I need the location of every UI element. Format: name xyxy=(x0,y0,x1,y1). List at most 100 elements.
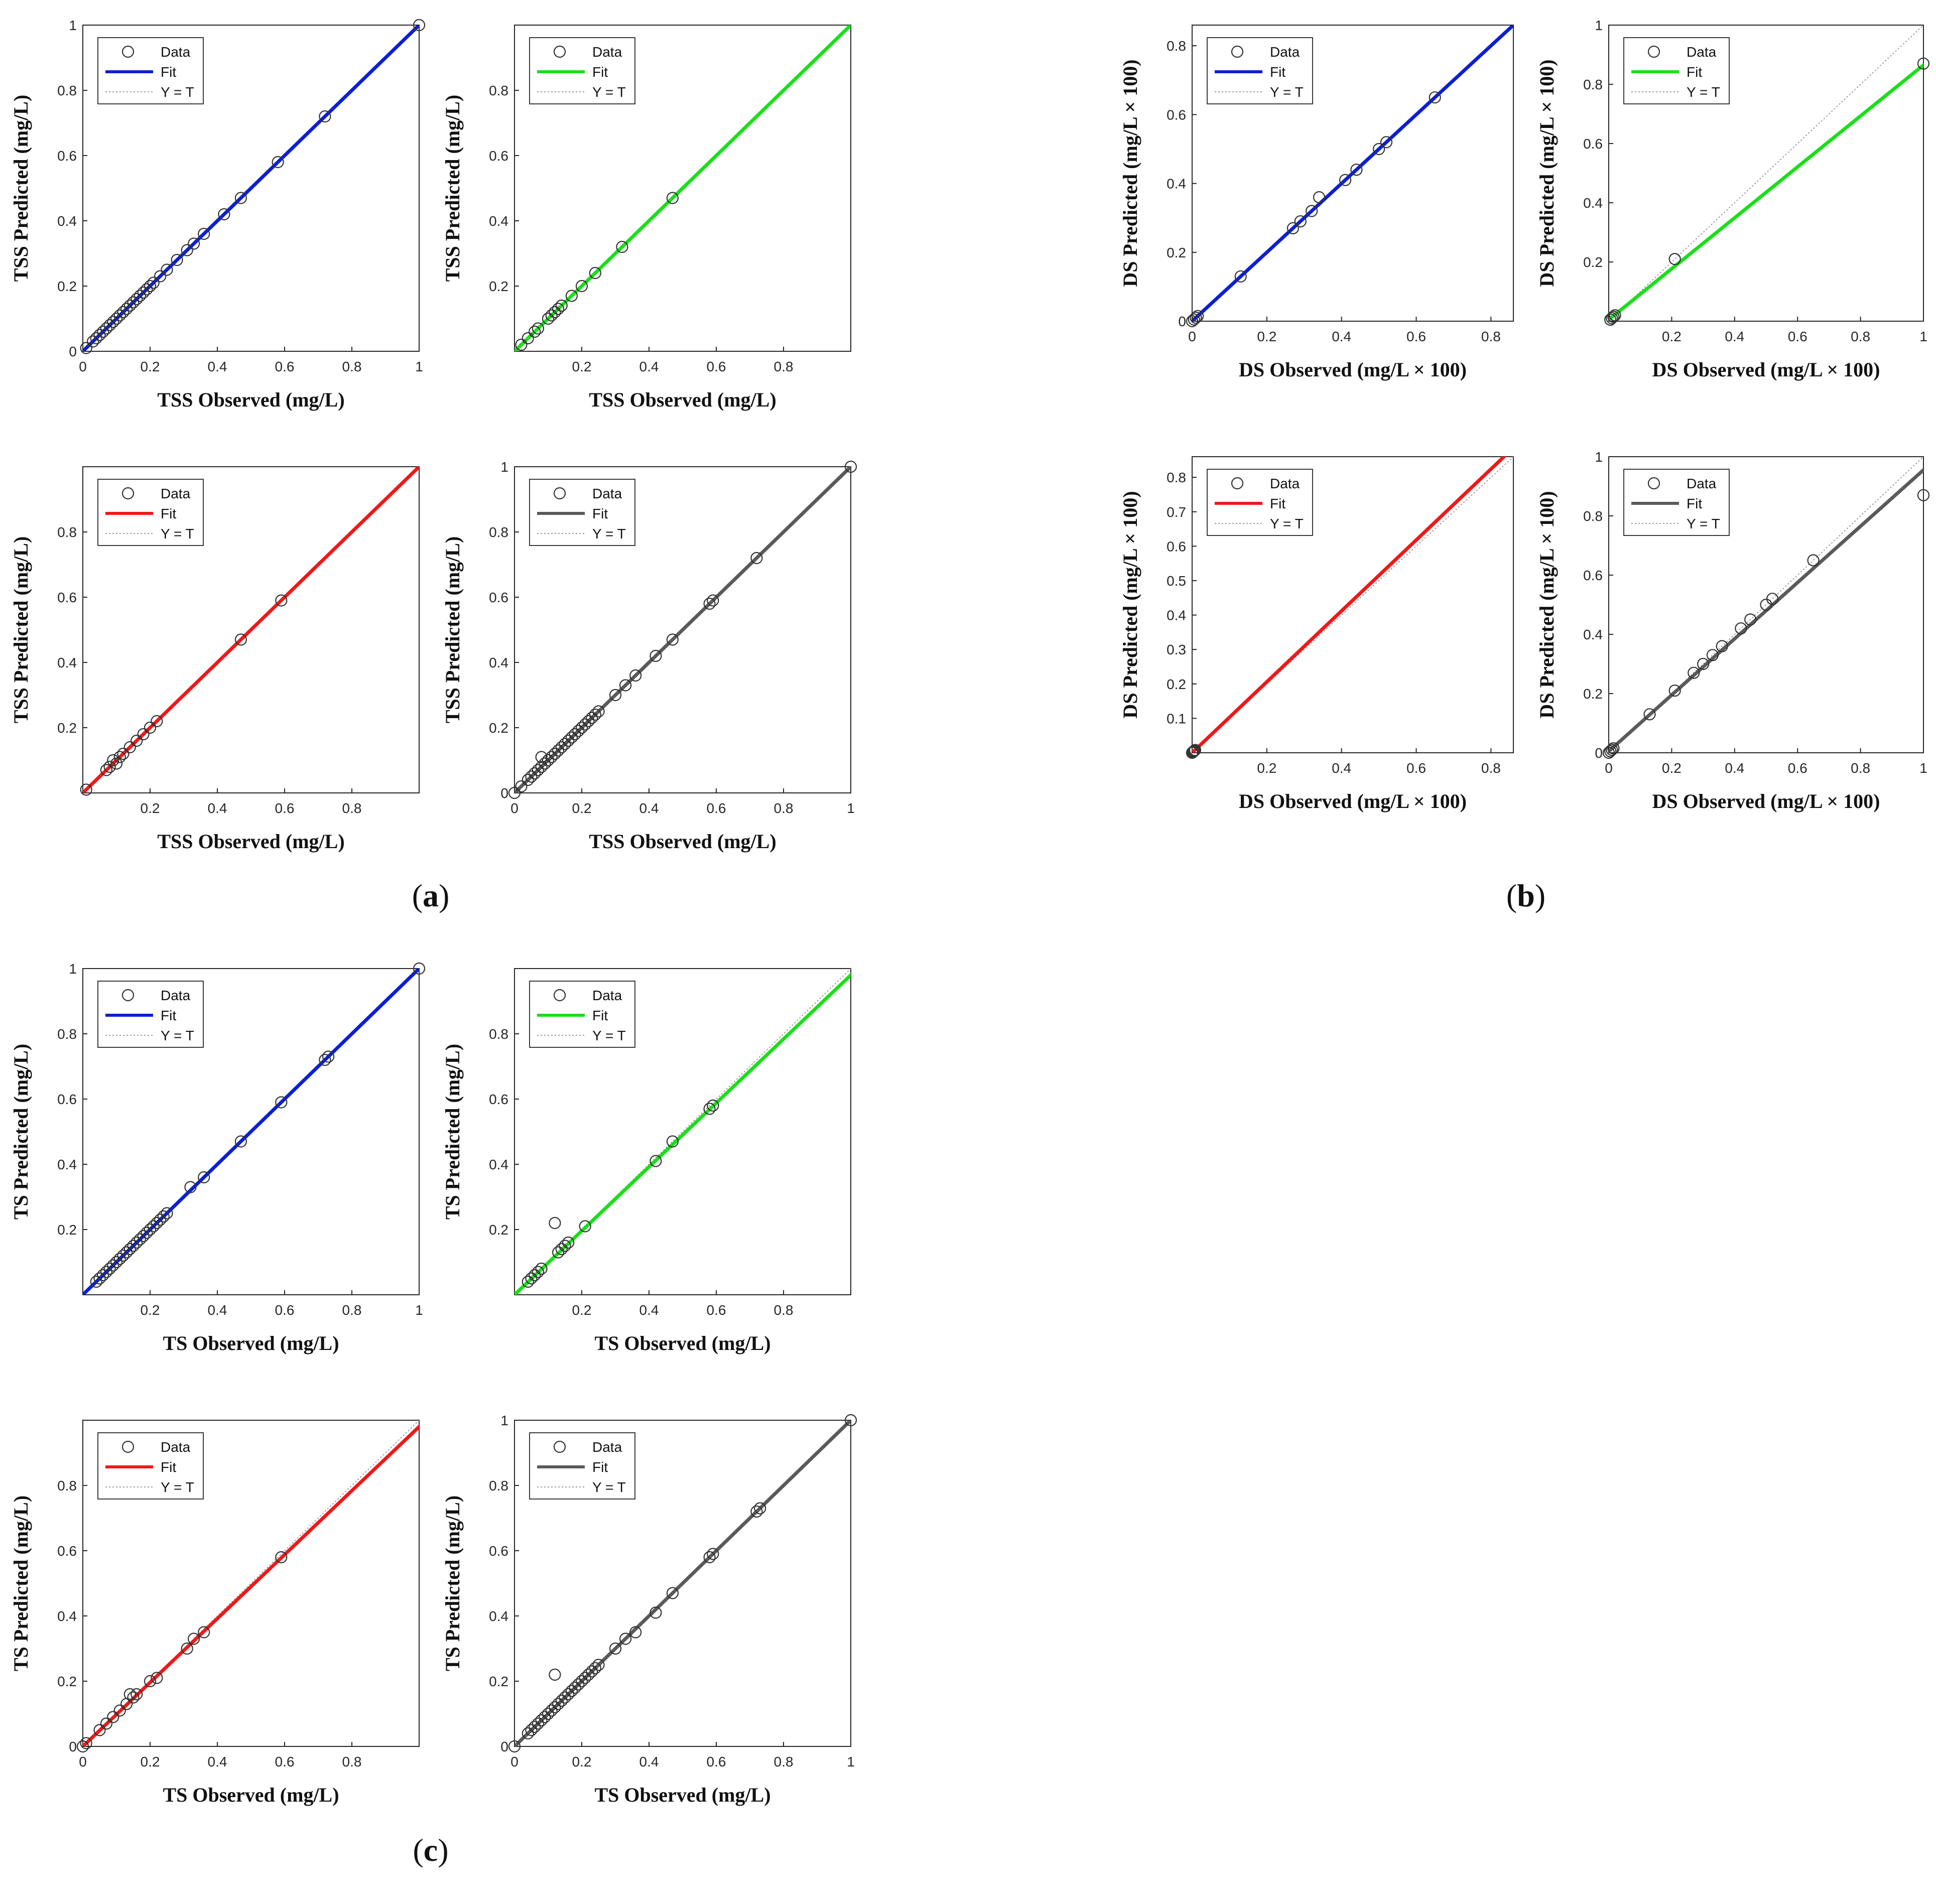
data-point xyxy=(188,237,200,250)
data-point xyxy=(629,669,642,682)
data-point xyxy=(80,342,92,354)
x-tick-label: 0.8 xyxy=(342,1302,362,1318)
legend-yt-label: Y = T xyxy=(592,1028,626,1043)
data-point xyxy=(1286,222,1300,234)
data-point xyxy=(589,1662,601,1675)
data-point xyxy=(218,208,230,221)
x-axis-label: TS Observed (mg/L) xyxy=(594,1784,770,1806)
data-point xyxy=(80,1737,92,1749)
x-tick-label: 0.4 xyxy=(1332,329,1351,344)
data-point xyxy=(666,192,679,204)
x-tick-label: 0.8 xyxy=(774,800,794,816)
data-point xyxy=(1606,743,1618,756)
x-tick-label: 0.4 xyxy=(208,1302,227,1318)
data-point xyxy=(319,110,331,123)
data-point xyxy=(117,1249,130,1262)
data-point xyxy=(549,747,561,760)
y-tick-label: 0.8 xyxy=(489,1478,508,1493)
data-point xyxy=(559,738,571,750)
y-axis-label: TSS Predicted (mg/L) xyxy=(441,536,464,724)
x-tick-label: 0.2 xyxy=(141,1754,160,1770)
x-tick-label: 0.6 xyxy=(707,800,726,816)
chart-c-blue: 0.2 0.4 0.6 0.8 1 0.2 0.4 0.6 0.8 1 Data Fit Y = T TS… xyxy=(10,961,426,1354)
y-axis-label: TS Predicted (mg/L) xyxy=(441,1495,464,1671)
x-tick-label: 0.2 xyxy=(1662,760,1682,776)
data-point xyxy=(575,1675,588,1688)
data-point xyxy=(592,705,605,718)
data-point xyxy=(703,1551,716,1564)
data-point xyxy=(575,721,588,734)
chart-a-red: 0.2 0.4 0.6 0.8 0.2 0.4 0.6 0.8 Data Fit Y = T TSS … xyxy=(10,466,420,853)
data-point xyxy=(575,280,588,293)
data-point xyxy=(1697,657,1710,670)
x-tick-label: 0 xyxy=(79,1754,87,1770)
x-tick-label: 0.6 xyxy=(1406,329,1426,344)
data-point xyxy=(1917,489,1930,501)
y-tick-label: 0 xyxy=(69,344,77,359)
data-point xyxy=(522,332,534,345)
data-point xyxy=(1807,554,1820,567)
data-point xyxy=(565,1685,578,1697)
data-point xyxy=(90,1275,102,1288)
y-tick-label: 0.8 xyxy=(1167,470,1186,485)
data-point xyxy=(592,1659,605,1671)
x-axis-label: DS Observed (mg/L × 100) xyxy=(1239,790,1467,812)
x-tick-label: 0.2 xyxy=(572,359,592,374)
y-tick-label: 0.6 xyxy=(489,1543,508,1559)
x-tick-label: 0.4 xyxy=(208,1754,227,1770)
data-point xyxy=(753,1502,766,1515)
legend-yt-label: Y = T xyxy=(592,1479,626,1495)
data-point xyxy=(198,1626,210,1639)
data-point xyxy=(559,1240,571,1252)
chart-a-blue: 0 0.2 0.4 0.6 0.8 1 0 0.2 0.4 0.6 0.8 1 Data Fit Y = T… xyxy=(10,18,426,411)
data-point xyxy=(552,303,565,315)
data-point xyxy=(569,1681,581,1694)
x-tick-label: 0.6 xyxy=(275,359,295,374)
data-point xyxy=(539,1711,551,1723)
data-point xyxy=(549,1216,561,1230)
data-point xyxy=(117,747,130,760)
data-point xyxy=(1192,310,1204,322)
data-point xyxy=(1429,91,1441,104)
data-point xyxy=(555,299,568,312)
data-point xyxy=(117,306,130,319)
y-tick-label: 0.8 xyxy=(57,524,77,540)
data-point xyxy=(161,1207,173,1219)
x-tick-label: 0.8 xyxy=(342,1754,362,1770)
data-point xyxy=(559,1691,571,1704)
data-point xyxy=(1766,593,1779,605)
data-point xyxy=(1706,649,1719,661)
x-tick-label: 0.2 xyxy=(572,1302,592,1318)
data-point xyxy=(582,715,595,728)
data-point xyxy=(586,712,598,724)
data-point xyxy=(529,1720,541,1733)
data-point xyxy=(110,1256,123,1269)
data-point xyxy=(532,764,544,776)
data-point xyxy=(844,1414,857,1427)
x-axis-label: TS Observed (mg/L) xyxy=(163,1784,339,1806)
data-point xyxy=(100,1717,112,1730)
yt-reference-line xyxy=(1192,457,1513,753)
legend-fit-label: Fit xyxy=(1687,496,1702,511)
data-point xyxy=(157,1210,170,1223)
legend-data-marker xyxy=(1231,45,1244,58)
data-point xyxy=(90,332,102,345)
data-point xyxy=(609,689,622,702)
legend-fit-label: Fit xyxy=(592,506,608,521)
fit-line xyxy=(514,467,851,793)
data-point xyxy=(1372,143,1385,156)
data-point xyxy=(1188,313,1200,326)
data-point xyxy=(1187,745,1200,758)
data-point xyxy=(123,1243,136,1256)
y-tick-label: 0.4 xyxy=(1583,195,1603,211)
data-point xyxy=(137,286,150,299)
x-tick-label: 0.6 xyxy=(1788,760,1808,776)
data-point xyxy=(275,1551,288,1564)
data-point xyxy=(1188,744,1201,757)
data-point xyxy=(565,290,578,302)
data-point xyxy=(515,780,528,793)
data-point xyxy=(137,728,150,741)
x-tick-label: 0.8 xyxy=(1481,329,1501,344)
legend-fit-label: Fit xyxy=(592,1459,608,1475)
data-point xyxy=(555,1243,568,1256)
